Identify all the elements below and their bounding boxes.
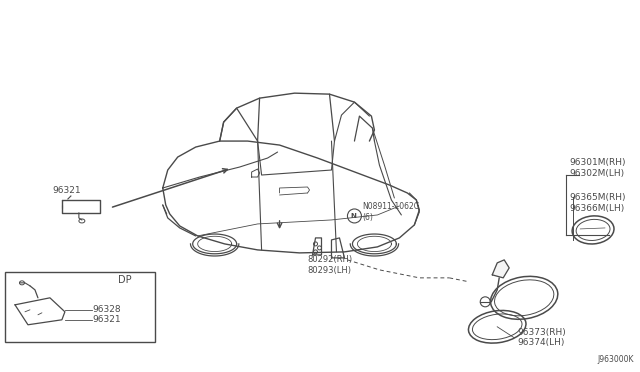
Bar: [5, 272, 155, 342]
Text: 96365M(RH)
96366M(LH): 96365M(RH) 96366M(LH): [569, 193, 626, 213]
Text: 96321: 96321: [52, 186, 81, 196]
Text: 80292(RH)
80293(LH): 80292(RH) 80293(LH): [307, 255, 353, 275]
Text: 96328: 96328: [93, 305, 122, 314]
Text: N08911-1062G
(6): N08911-1062G (6): [362, 202, 420, 222]
Text: 96321: 96321: [93, 315, 122, 324]
Text: N: N: [351, 213, 356, 219]
Text: 96301M(RH)
96302M(LH): 96301M(RH) 96302M(LH): [569, 158, 626, 178]
Text: 96373(RH)
96374(LH): 96373(RH) 96374(LH): [517, 328, 566, 347]
Polygon shape: [492, 260, 509, 278]
Text: DP: DP: [118, 275, 131, 285]
Text: J963000K: J963000K: [598, 355, 634, 364]
